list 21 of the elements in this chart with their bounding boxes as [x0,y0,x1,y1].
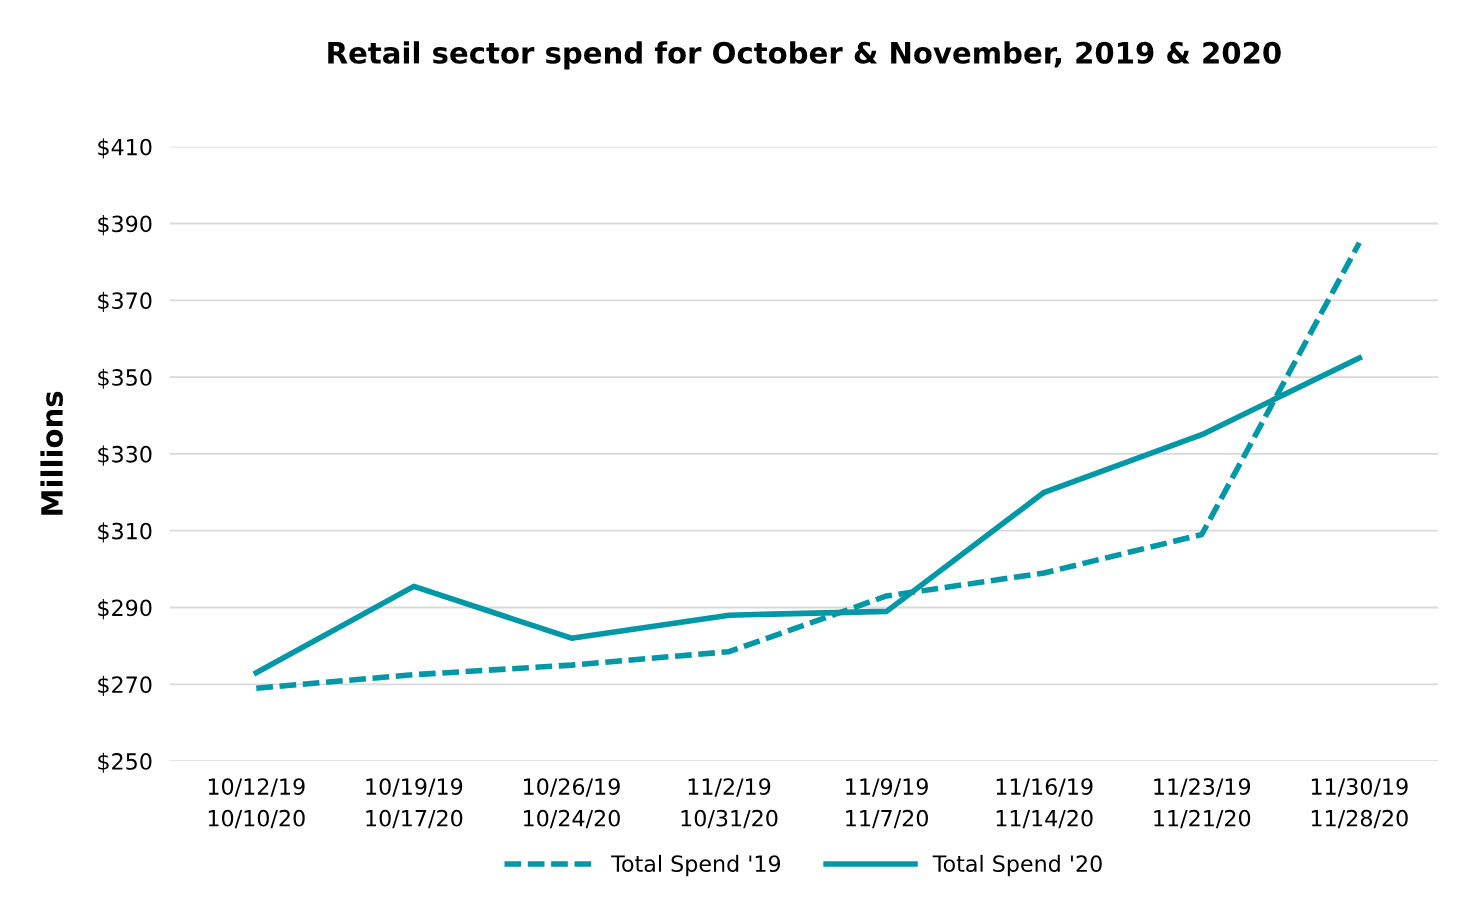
x-tick-label: 11/16/19 11/14/20 [996,778,1093,829]
x-tick-label: 10/12/19 10/10/20 [208,778,305,829]
x-tick-label: 10/26/19 10/24/20 [523,778,620,829]
y-tick-label: $290 [98,599,152,620]
y-tick-label: $410 [98,138,152,159]
y-tick-label: $250 [98,752,152,773]
x-tick-label: 11/9/19 11/7/20 [846,778,928,829]
x-tick-label: 11/2/19 10/31/20 [681,778,778,829]
chart-title: Retail sector spend for October & November, 2019 & 2020 [328,41,1281,70]
y-tick-label: $270 [98,675,152,697]
x-tick-label: 11/23/19 11/21/20 [1154,778,1251,829]
legend-label: Total Spend '20 [932,854,1102,877]
y-tick-label: $390 [98,215,152,236]
y-axis-title: Millions [40,391,63,515]
y-tick-label: $370 [98,291,152,313]
x-tick-label: 10/19/19 10/17/20 [366,778,463,829]
x-tick-label: 11/30/19 11/28/20 [1311,778,1408,829]
y-tick-label: $330 [98,445,152,466]
y-tick-label: $350 [98,368,152,389]
y-tick-label: $310 [98,522,152,543]
legend-label: Total Spend '19 [611,854,781,877]
